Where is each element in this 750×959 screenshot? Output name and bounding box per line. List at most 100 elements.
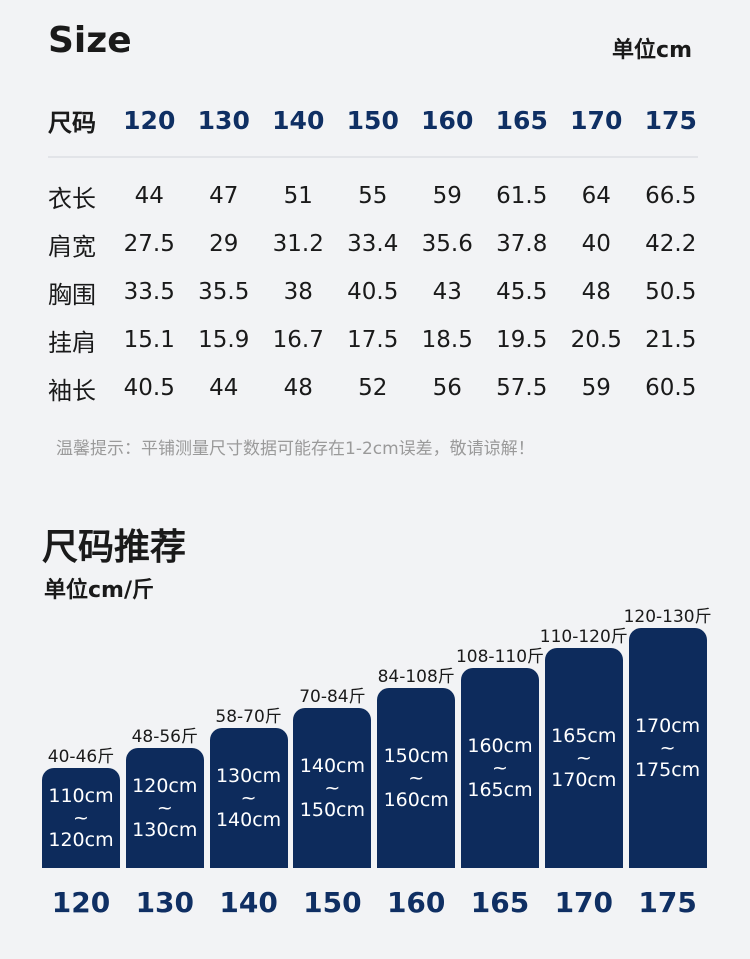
table-cell: 17.5 — [347, 327, 399, 353]
size-table-body: 衣长 44 47 51 55 59 61.5 64 66.5 肩宽 27.5 29 31.2 33.4 35… — [48, 172, 708, 412]
size-header-150: 150 — [346, 105, 399, 135]
bar-size-label: 150 — [303, 886, 362, 919]
bar-height-range: 160cm ~ 165cm — [467, 735, 533, 801]
table-cell: 35.5 — [198, 279, 250, 305]
table-cell: 19.5 — [496, 327, 548, 353]
bar-height-range: 130cm ~ 140cm — [215, 765, 282, 831]
table-cell: 29 — [209, 231, 239, 257]
table-cell: 40.5 — [123, 375, 175, 401]
table-divider — [48, 156, 698, 158]
table-cell: 47 — [209, 183, 239, 209]
bar-weight-label: 84-108斤 — [377, 667, 455, 687]
table-cell: 66.5 — [645, 183, 697, 209]
size-header-160: 160 — [421, 105, 474, 135]
bar-height-range: 120cm ~ 130cm — [132, 775, 198, 841]
table-cell: 64 — [581, 183, 611, 209]
size-header-175: 175 — [644, 105, 697, 135]
table-cell: 15.9 — [198, 327, 250, 353]
table-cell: 31.2 — [272, 231, 324, 257]
bar-size-label: 160 — [386, 886, 446, 919]
bar-height-range: 165cm ~ 170cm — [551, 725, 617, 791]
table-cell: 38 — [283, 279, 313, 305]
bar-size-label: 140 — [219, 886, 278, 919]
size-chart-title: Size — [48, 20, 132, 61]
bar-weight-label: 58-70斤 — [215, 707, 282, 727]
table-cell: 55 — [358, 183, 388, 209]
table-cell: 57.5 — [496, 375, 548, 401]
table-cell: 40 — [581, 231, 611, 257]
table-cell: 16.7 — [272, 327, 324, 353]
chart-bar-160: 150cm ~ 160cm — [377, 688, 456, 868]
table-cell: 15.1 — [123, 327, 175, 353]
chart-bar-175: 170cm ~ 175cm — [628, 628, 707, 868]
table-cell: 56 — [432, 375, 462, 401]
bar-weight-label: 48-56斤 — [131, 727, 198, 747]
table-cell: 40.5 — [347, 279, 399, 305]
table-row: 肩宽 27.5 29 31.2 33.4 35.6 37.8 40 42.2 — [48, 220, 708, 268]
table-cell: 48 — [283, 375, 313, 401]
table-row: 挂肩 15.1 15.9 16.7 17.5 18.5 19.5 20.5 21.5 — [48, 316, 708, 364]
bar-height-range: 170cm ~ 175cm — [634, 715, 701, 781]
size-header-130: 130 — [197, 105, 250, 135]
table-cell: 33.5 — [123, 279, 175, 305]
row-cells: 33.5 35.5 38 40.5 43 45.5 48 50.5 — [112, 279, 708, 305]
table-cell: 50.5 — [645, 279, 697, 305]
bar-size-label: 120 — [51, 886, 111, 919]
table-cell: 37.8 — [496, 231, 548, 257]
table-cell: 35.6 — [421, 231, 473, 257]
recommendation-unit: 单位cm/斤 — [44, 578, 155, 603]
table-cell: 45.5 — [496, 279, 548, 305]
size-header-cells: 120 130 140 150 160 165 170 175 — [112, 106, 708, 135]
table-cell: 61.5 — [496, 183, 548, 209]
size-header-label: 尺码 — [48, 108, 96, 137]
row-label: 袖长 — [48, 376, 96, 405]
table-row: 胸围 33.5 35.5 38 40.5 43 45.5 48 50.5 — [48, 268, 708, 316]
chart-bar-130: 120cm ~ 130cm — [125, 748, 204, 868]
bar-size-label: 130 — [135, 886, 195, 919]
size-chart-unit: 单位cm — [612, 38, 692, 63]
size-table-header: 尺码 120 130 140 150 160 165 170 175 — [48, 96, 708, 144]
table-cell: 51 — [283, 183, 313, 209]
row-label: 挂肩 — [48, 328, 96, 357]
table-cell: 33.4 — [347, 231, 399, 257]
chart-bar-120: 110cm ~ 120cm — [42, 768, 120, 868]
row-cells: 40.5 44 48 52 56 57.5 59 60.5 — [112, 375, 708, 401]
bar-size-label: 175 — [638, 886, 697, 919]
bar-weight-label: 120-130斤 — [623, 607, 712, 627]
table-cell: 44 — [134, 183, 164, 209]
bar-weight-label: 110-120斤 — [539, 627, 628, 647]
table-cell: 42.2 — [645, 231, 697, 257]
chart-bar-170: 165cm ~ 170cm — [544, 648, 623, 868]
table-cell: 59 — [432, 183, 462, 209]
size-header-165: 165 — [495, 105, 548, 135]
bar-height-range: 110cm ~ 120cm — [48, 785, 114, 851]
recommendation-title: 尺码推荐 — [42, 527, 187, 568]
bar-size-label: 165 — [470, 886, 530, 919]
chart-bar-140: 130cm ~ 140cm — [209, 728, 288, 868]
measurement-note: 温馨提示：平铺测量尺寸数据可能存在1-2cm误差，敬请谅解！ — [56, 439, 535, 459]
row-cells: 15.1 15.9 16.7 17.5 18.5 19.5 20.5 21.5 — [112, 327, 708, 353]
table-cell: 21.5 — [645, 327, 697, 353]
table-cell: 60.5 — [645, 375, 697, 401]
row-cells: 44 47 51 55 59 61.5 64 66.5 — [112, 183, 708, 209]
chart-bar-150: 140cm ~ 150cm — [293, 708, 372, 868]
bar-size-label: 170 — [554, 886, 614, 919]
chart-bar-165: 160cm ~ 165cm — [461, 668, 539, 868]
row-cells: 27.5 29 31.2 33.4 35.6 37.8 40 42.2 — [112, 231, 708, 257]
bar-weight-label: 108-110斤 — [455, 647, 545, 667]
bar-weight-label: 40-46斤 — [47, 747, 115, 767]
table-cell: 44 — [209, 375, 239, 401]
table-cell: 27.5 — [123, 231, 175, 257]
table-cell: 59 — [581, 375, 611, 401]
size-header-170: 170 — [570, 105, 623, 135]
row-label: 胸围 — [48, 280, 96, 309]
table-cell: 43 — [432, 279, 462, 305]
table-cell: 48 — [581, 279, 611, 305]
table-cell: 52 — [358, 375, 388, 401]
size-header-140: 140 — [272, 105, 325, 135]
bar-height-range: 150cm ~ 160cm — [383, 745, 449, 811]
size-header-row: 尺码 120 130 140 150 160 165 170 175 — [48, 96, 708, 144]
table-row: 袖长 40.5 44 48 52 56 57.5 59 60.5 — [48, 364, 708, 412]
